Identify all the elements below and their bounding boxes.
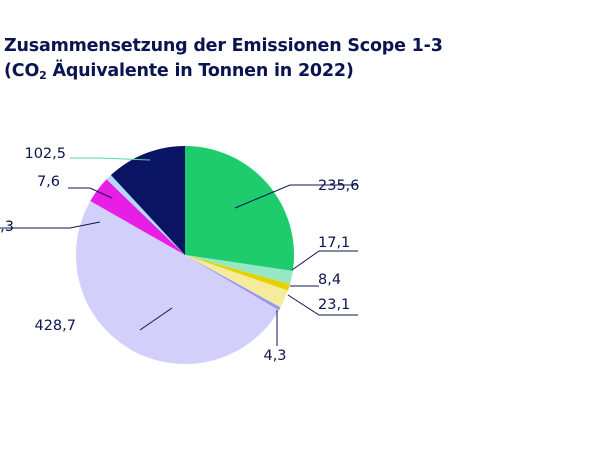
leader-line-7 xyxy=(0,221,101,229)
pie-slice-1 xyxy=(185,145,295,271)
data-label-1: 235,6 xyxy=(318,178,360,194)
data-label-5: 4,3 xyxy=(263,348,286,364)
leader-line-6 xyxy=(139,307,173,331)
data-label-3: 8,4 xyxy=(318,272,341,288)
data-label-2: 17,1 xyxy=(318,235,350,251)
leader-line-9 xyxy=(70,157,151,161)
pie-slice-7 xyxy=(90,179,185,255)
leader-line-8 xyxy=(68,187,113,199)
data-label-6: 428,7 xyxy=(34,318,76,334)
pie-slice-5 xyxy=(185,255,281,311)
pie-slice-8 xyxy=(106,175,185,255)
data-label-4: 23,1 xyxy=(318,297,350,313)
data-label-9: 102,5 xyxy=(24,146,66,162)
pie-slice-6 xyxy=(75,201,279,365)
title-line2-sub: 2 xyxy=(39,69,47,82)
pie-slice-9 xyxy=(110,146,185,255)
pie-slice-2 xyxy=(185,255,293,285)
chart-title-line2: (CO2 Äquivalente in Tonnen in 2022) xyxy=(4,59,443,88)
pie-slice-4 xyxy=(185,255,288,308)
pie-slice-3 xyxy=(185,255,290,291)
chart-title: Zusammensetzung der Emissionen Scope 1-3… xyxy=(4,34,443,88)
data-label-8: 7,6 xyxy=(37,174,60,190)
chart-title-line1: Zusammensetzung der Emissionen Scope 1-3 xyxy=(4,36,443,56)
title-line2-pre: (CO xyxy=(4,61,40,81)
data-label-7: 4,3 xyxy=(0,219,14,235)
title-line2-post: Äquivalente in Tonnen in 2022) xyxy=(46,61,354,81)
leader-line-2 xyxy=(291,250,358,271)
leader-line-4 xyxy=(287,294,358,316)
leader-line-1 xyxy=(234,184,358,209)
